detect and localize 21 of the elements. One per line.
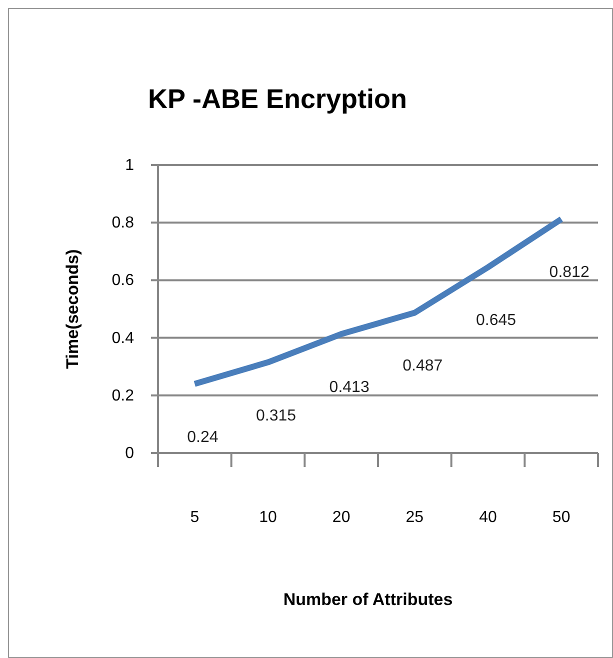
x-tick-label: 40 (479, 509, 497, 526)
y-tick-label: 0.2 (112, 387, 134, 404)
y-tick-label: 0 (125, 445, 134, 462)
data-label: 0.315 (256, 407, 296, 424)
data-label: 0.645 (476, 312, 516, 330)
y-tick-label: 1 (125, 157, 134, 174)
y-tick-label: 0.4 (112, 330, 134, 347)
y-tick-label: 0.8 (112, 214, 134, 232)
x-tick-label: 25 (406, 509, 424, 526)
data-label: 0.413 (329, 379, 370, 396)
x-tick-label: 5 (190, 509, 200, 526)
x-tick-label: 50 (552, 509, 570, 526)
x-tick-label: 20 (332, 509, 350, 526)
y-tick-label: 0.6 (112, 272, 134, 290)
y-axis-title: Time(seconds) (63, 249, 82, 369)
data-label: 0.487 (402, 358, 443, 375)
data-label: 0.24 (187, 428, 218, 446)
x-tick-label: 10 (259, 509, 277, 526)
data-label: 0.812 (549, 264, 590, 282)
chart-title: KP -ABE Encryption (148, 84, 408, 114)
x-axis-title: Number of Attributes (283, 590, 453, 609)
